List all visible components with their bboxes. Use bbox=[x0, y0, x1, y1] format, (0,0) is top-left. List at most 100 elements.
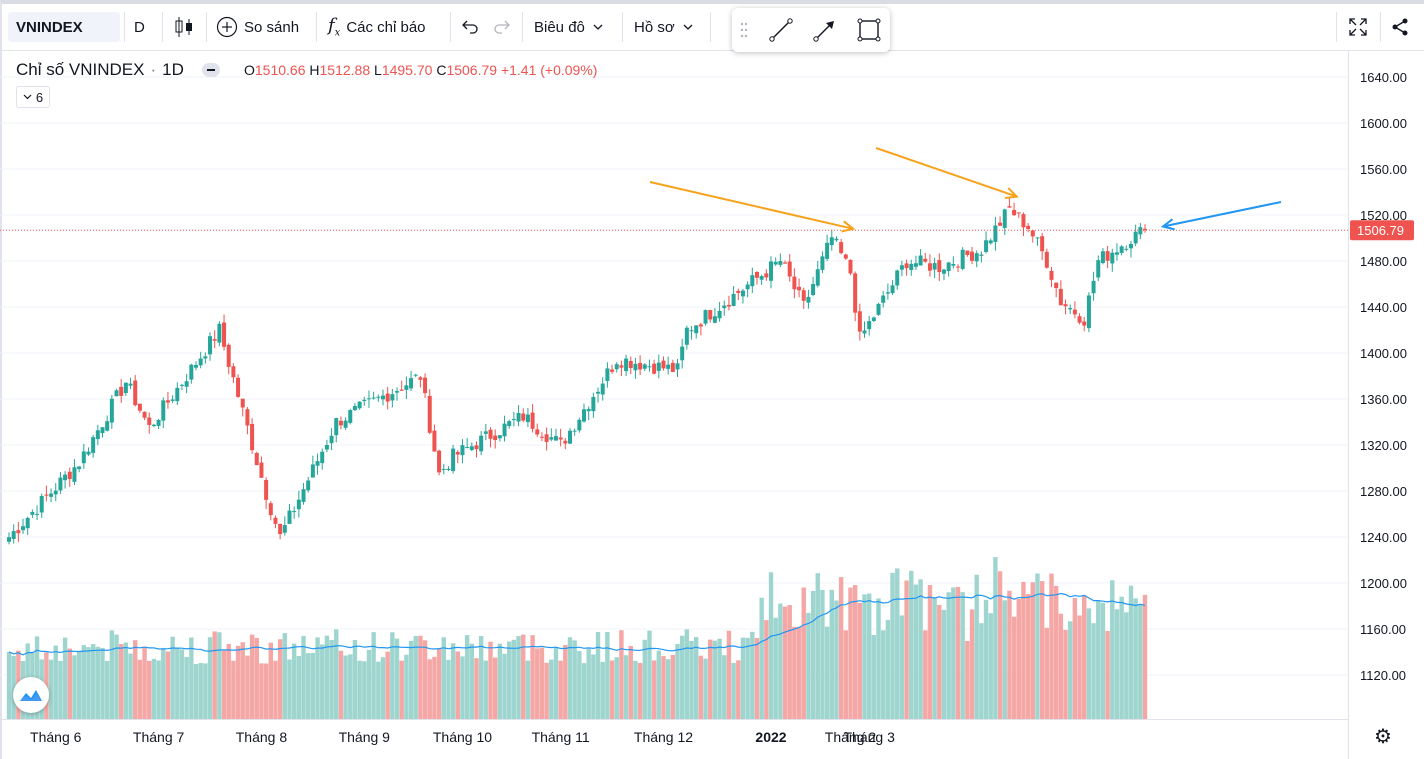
volume-bar bbox=[521, 634, 526, 719]
candle-body bbox=[750, 275, 755, 287]
volume-bar bbox=[58, 660, 63, 719]
candle-body bbox=[268, 503, 273, 516]
profile-menu-button[interactable]: Hồ sơ bbox=[634, 4, 693, 50]
candle-body bbox=[1119, 246, 1124, 253]
volume-bar bbox=[128, 653, 133, 719]
chart-menu-button[interactable]: Biêu đô bbox=[534, 4, 603, 50]
trend-line-icon[interactable] bbox=[768, 17, 794, 43]
volume-bar bbox=[320, 644, 325, 719]
high-value: 1512.88 bbox=[319, 62, 371, 78]
candle-body bbox=[572, 430, 577, 432]
change-value: +1.41 (+0.09%) bbox=[500, 62, 598, 78]
candle-body bbox=[123, 382, 128, 394]
volume-bar bbox=[1124, 612, 1129, 719]
volume-bar bbox=[1082, 595, 1087, 719]
volume-bar bbox=[502, 653, 507, 719]
rectangle-tool-icon[interactable] bbox=[856, 17, 882, 43]
high-key: H bbox=[309, 62, 320, 78]
volume-bar bbox=[399, 660, 404, 719]
arrow-tool-icon[interactable] bbox=[812, 17, 838, 43]
last-price-badge bbox=[1350, 220, 1414, 241]
candle-body bbox=[376, 396, 381, 398]
candle-body bbox=[984, 240, 989, 252]
candle-body bbox=[918, 255, 923, 266]
candle-body bbox=[441, 468, 446, 470]
candle-body bbox=[236, 377, 241, 397]
share-button[interactable] bbox=[1390, 4, 1410, 50]
candle-body bbox=[661, 360, 666, 369]
volume-bar bbox=[801, 587, 806, 719]
settings-gear-icon[interactable]: ⚙ bbox=[1374, 726, 1392, 748]
candle-body bbox=[362, 399, 367, 402]
candle-body bbox=[549, 437, 554, 440]
volume-bar bbox=[156, 660, 161, 719]
volume-bar bbox=[203, 663, 208, 719]
candle-body bbox=[142, 411, 147, 418]
low-value: 1495.70 bbox=[381, 62, 433, 78]
compare-button[interactable]: So sánh bbox=[216, 4, 299, 50]
volume-bar bbox=[1030, 582, 1036, 719]
volume-bar bbox=[834, 600, 839, 719]
y-tick-label: 1320.00 bbox=[1360, 438, 1407, 453]
candle-body bbox=[35, 513, 40, 515]
candle-body bbox=[306, 480, 311, 491]
chevron-down-icon bbox=[23, 94, 32, 100]
volume-bar bbox=[385, 651, 390, 719]
volume-bar bbox=[535, 648, 540, 719]
chart-style-button[interactable] bbox=[174, 4, 194, 50]
candle-body bbox=[1114, 252, 1119, 255]
candle-body bbox=[451, 448, 456, 472]
volume-bar bbox=[614, 657, 619, 719]
annotation-arrow-orange-head bbox=[1004, 187, 1019, 199]
volume-bar bbox=[740, 637, 746, 719]
x-tick-label: Tháng 2 bbox=[825, 729, 877, 745]
volume-bar bbox=[1110, 580, 1115, 719]
volume-bar bbox=[1096, 600, 1101, 719]
volume-bar bbox=[422, 640, 428, 719]
drag-handle-icon[interactable] bbox=[740, 22, 748, 38]
tradingview-logo[interactable] bbox=[13, 677, 49, 713]
candle-body bbox=[25, 517, 30, 529]
candle-body bbox=[203, 356, 208, 359]
volume-bar bbox=[726, 630, 732, 719]
candle-body bbox=[77, 466, 82, 470]
volume-bar bbox=[67, 648, 72, 719]
candle-body bbox=[198, 358, 203, 366]
volume-bar bbox=[539, 647, 545, 719]
candle-body bbox=[825, 242, 830, 259]
volume-bar bbox=[151, 658, 157, 719]
symbol-search-button[interactable]: VNINDEX bbox=[8, 12, 120, 42]
redo-button[interactable] bbox=[492, 4, 512, 50]
candle-body bbox=[418, 377, 423, 380]
volume-bar bbox=[455, 651, 460, 719]
undo-button[interactable] bbox=[460, 4, 480, 50]
volume-bar bbox=[1058, 613, 1064, 719]
indicators-button[interactable]: fx Các chỉ báo bbox=[328, 4, 426, 50]
candle-body bbox=[208, 336, 213, 355]
interval-button[interactable]: D bbox=[134, 4, 145, 50]
candle-body bbox=[539, 436, 544, 438]
indicators-collapse-button[interactable]: 6 bbox=[16, 86, 50, 108]
candle-body bbox=[409, 378, 414, 389]
candle-body bbox=[128, 383, 133, 386]
candle-body bbox=[530, 412, 535, 429]
candle-body bbox=[582, 409, 587, 422]
volume-bar bbox=[343, 655, 348, 719]
candle-body bbox=[1021, 214, 1026, 228]
legend-minimize-button[interactable] bbox=[201, 63, 220, 77]
candle-body bbox=[694, 325, 699, 334]
volume-bar bbox=[1053, 585, 1059, 719]
fullscreen-button[interactable] bbox=[1348, 4, 1368, 50]
volume-bar bbox=[511, 639, 517, 719]
price-chart[interactable]: 1640.00 1600.00 1560.00 1520.00 1480.00 1440.… bbox=[0, 50, 1424, 759]
volume-bar bbox=[1128, 585, 1134, 719]
candle-body bbox=[1026, 225, 1031, 230]
volume-bar bbox=[1086, 608, 1092, 719]
candle-body bbox=[670, 362, 675, 372]
legend-dot: · bbox=[150, 60, 157, 79]
candle-body bbox=[525, 414, 530, 423]
candle-body bbox=[39, 496, 44, 513]
candle-body bbox=[507, 421, 512, 427]
volume-bar bbox=[170, 636, 175, 719]
candle-body bbox=[754, 272, 759, 278]
